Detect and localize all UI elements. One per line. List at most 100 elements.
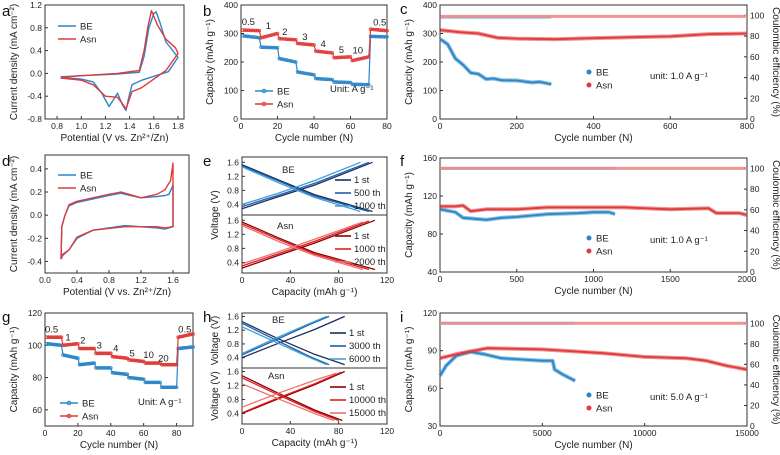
panel-label: d [2,153,10,170]
data-point [187,332,192,337]
data-point [379,28,384,32]
charge-curve [241,221,364,265]
y-tick-label: 90 [428,346,438,356]
y-tick-label: 400 [224,0,238,10]
x-tick-label: 1.0 [75,121,87,131]
data-point [128,375,133,380]
plot-frame [439,157,748,273]
data-point [317,76,322,81]
data-point [62,353,67,358]
data-point [191,332,195,336]
legend-label: 15000 th [349,408,386,419]
data-point [155,380,159,385]
data-point [178,346,182,351]
data-point [383,35,387,39]
rate-label: 2 [282,27,287,38]
x-tick-label: 15000 [735,428,759,438]
data-point [343,55,347,59]
x-tick-label: 400 [586,121,600,131]
data-point [363,55,367,60]
data-point [332,80,336,84]
legend-label: 6000 th [349,354,381,365]
data-point [321,50,325,54]
y-tick-label: 0.4 [30,46,42,56]
data-point [250,28,254,33]
legend-label: 1 st [349,328,365,339]
x-tick-label: 1.2 [100,121,112,131]
data-point [381,28,386,33]
data-point [74,356,79,360]
legend-marker [66,413,72,419]
legend-label: 1 st [354,175,370,186]
x-tick-label: 80 [172,428,182,438]
data-point [286,58,291,63]
charge-curve [241,315,327,355]
data-point [266,34,271,38]
x-tick-label: 40 [286,426,296,436]
rate-label: 4 [113,344,118,355]
charge-curve [241,370,345,415]
x-tick-label: 5000 [533,428,552,438]
x-tick-label: 40 [309,121,319,131]
data-point [290,37,294,42]
data-point [166,385,171,390]
panel-label: h [203,309,211,326]
data-point [161,385,166,390]
y2-tick-label: 0 [750,267,755,277]
data-point [145,361,149,365]
data-point [272,45,276,50]
charge-curve [241,161,370,208]
x-tick-label: 20 [273,121,283,131]
data-point [341,55,346,60]
data-point [259,35,263,40]
x-tick-label: 1000 [584,274,603,284]
x-tick-label: 1500 [661,274,680,284]
discharge-curve [241,383,335,422]
data-point [138,359,143,363]
y-tick-label: 0.4 [227,409,239,419]
data-point [377,34,382,39]
legend-label: BE [596,234,609,245]
plot-frame [44,4,185,120]
data-point [357,82,362,87]
x-tick-label: 10000 [633,428,657,438]
x-tick-label: 1.2 [135,275,147,285]
capacity-series-asn-core [440,29,748,41]
y-tick-label: 200 [224,57,238,67]
data-point [173,362,177,367]
data-point [297,70,302,75]
data-point [53,342,57,347]
data-point [113,371,118,375]
data-point [262,45,267,50]
data-point [368,27,373,32]
rate-label: 0.5 [373,18,386,29]
data-point [179,334,184,339]
data-point [306,42,311,47]
data-point [277,36,282,41]
rate-label: 20 [158,353,169,364]
rate-label: 0.5 [242,17,255,28]
subplot-label: BE [282,165,295,176]
y-tick-label: 40 [428,267,438,277]
y-tick-label: 400 [423,0,437,10]
data-point [282,57,287,62]
data-point [328,77,333,82]
data-point [286,37,291,42]
data-point [251,28,256,33]
data-point [337,80,342,84]
x-tick-label: 40 [286,275,296,285]
data-point [242,34,247,38]
data-point [248,34,252,39]
data-point [115,355,120,359]
data-point [77,346,82,351]
y-tick-label: -0.4 [27,256,42,266]
capacity-series-be-core [439,38,552,86]
data-point [355,82,360,87]
data-point [275,45,280,50]
legend-label: BE [80,171,93,182]
unit-label: Unit: A g⁻¹ [138,397,182,408]
x-tick-label: 0 [438,428,443,438]
data-point [261,35,265,40]
data-point [82,346,87,351]
